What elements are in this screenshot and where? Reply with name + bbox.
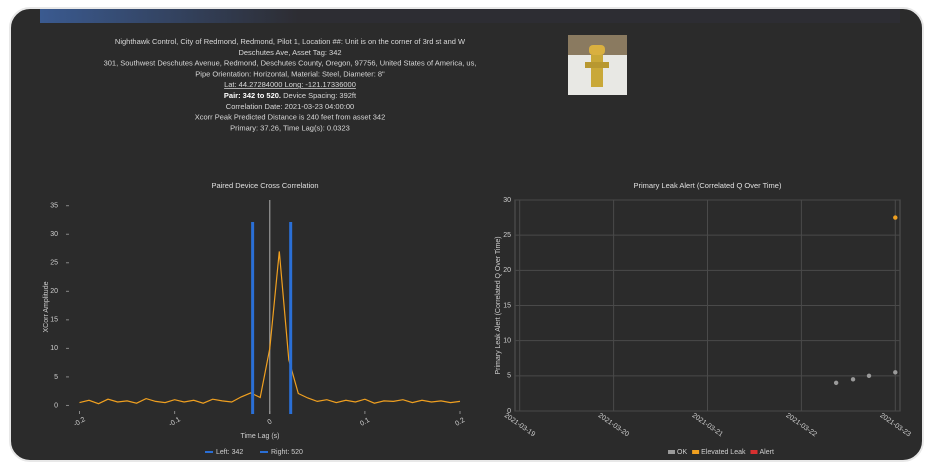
y-tick-label: 35: [50, 203, 58, 210]
data-point: [867, 374, 871, 378]
hydrant-body: [591, 55, 603, 87]
header-detail: Xcorr Peak Predicted Distance is 240 fee…: [195, 113, 386, 122]
x-axis-label: Time Lag (s): [240, 433, 279, 440]
header-line: Pipe Orientation: Horizontal, Material: …: [195, 69, 385, 78]
y-tick-label: 5: [507, 373, 511, 380]
legend-label: Right: 520: [271, 449, 303, 456]
y-tick-label: 25: [503, 232, 511, 239]
y-tick-label: 25: [50, 260, 58, 267]
legend-label: OK: [677, 449, 687, 456]
coordinates-link[interactable]: Lat: 44.27284000 Long: -121.17336000: [224, 80, 356, 89]
legend-swatch: [692, 450, 699, 454]
data-point: [893, 215, 897, 219]
y-tick-label: 15: [503, 302, 511, 309]
legend-label: Alert: [760, 449, 774, 456]
thumbnail: [568, 35, 627, 95]
header-line: Deschutes Ave, Asset Tag: 342: [238, 48, 341, 57]
pair: Pair: 342 to 520.: [224, 91, 281, 100]
legend-swatch: [668, 450, 675, 454]
hydrant-cap: [589, 45, 605, 55]
y-axis-label: XCorr Amplitude: [43, 281, 50, 332]
legend-swatch: [751, 450, 758, 454]
y-tick-label: 20: [50, 288, 58, 295]
header-line: 301, Southwest Deschutes Avenue, Redmond…: [104, 59, 477, 68]
data-point: [893, 370, 897, 374]
chart-title: Paired Device Cross Correlation: [211, 181, 318, 190]
hydrant-nozzle: [585, 62, 609, 68]
y-tick-label: 15: [50, 317, 58, 324]
y-axis-label: Primary Leak Alert (Correlated Q Over Ti…: [495, 236, 502, 374]
data-point: [851, 377, 855, 381]
y-tick-label: 0: [54, 402, 58, 409]
y-tick-label: 30: [50, 231, 58, 238]
header-detail: Correlation Date: 2021-03-23 04:00:00: [226, 102, 354, 111]
y-tick-label: 10: [503, 338, 511, 345]
y-tick-label: 30: [503, 197, 511, 204]
y-tick-label: 20: [503, 267, 511, 274]
chart-title: Primary Leak Alert (Correlated Q Over Ti…: [634, 181, 782, 190]
header-detail: Primary: 37.26, Time Lag(s): 0.0323: [230, 123, 350, 132]
legend-label: Left: 342: [216, 449, 243, 456]
legend-label: Elevated Leak: [701, 449, 746, 456]
header-line: Nighthawk Control, City of Redmond, Redm…: [115, 37, 466, 46]
panel: [10, 8, 923, 461]
title-bar: [40, 9, 900, 23]
spacing: Device Spacing: 392ft: [281, 91, 357, 100]
y-tick-label: 10: [50, 345, 58, 352]
pair-line: Pair: 342 to 520. Device Spacing: 392ft: [224, 91, 357, 100]
y-tick-label: 5: [54, 374, 58, 381]
dashboard: Nighthawk Control, City of Redmond, Redm…: [0, 0, 933, 469]
data-point: [834, 381, 838, 385]
